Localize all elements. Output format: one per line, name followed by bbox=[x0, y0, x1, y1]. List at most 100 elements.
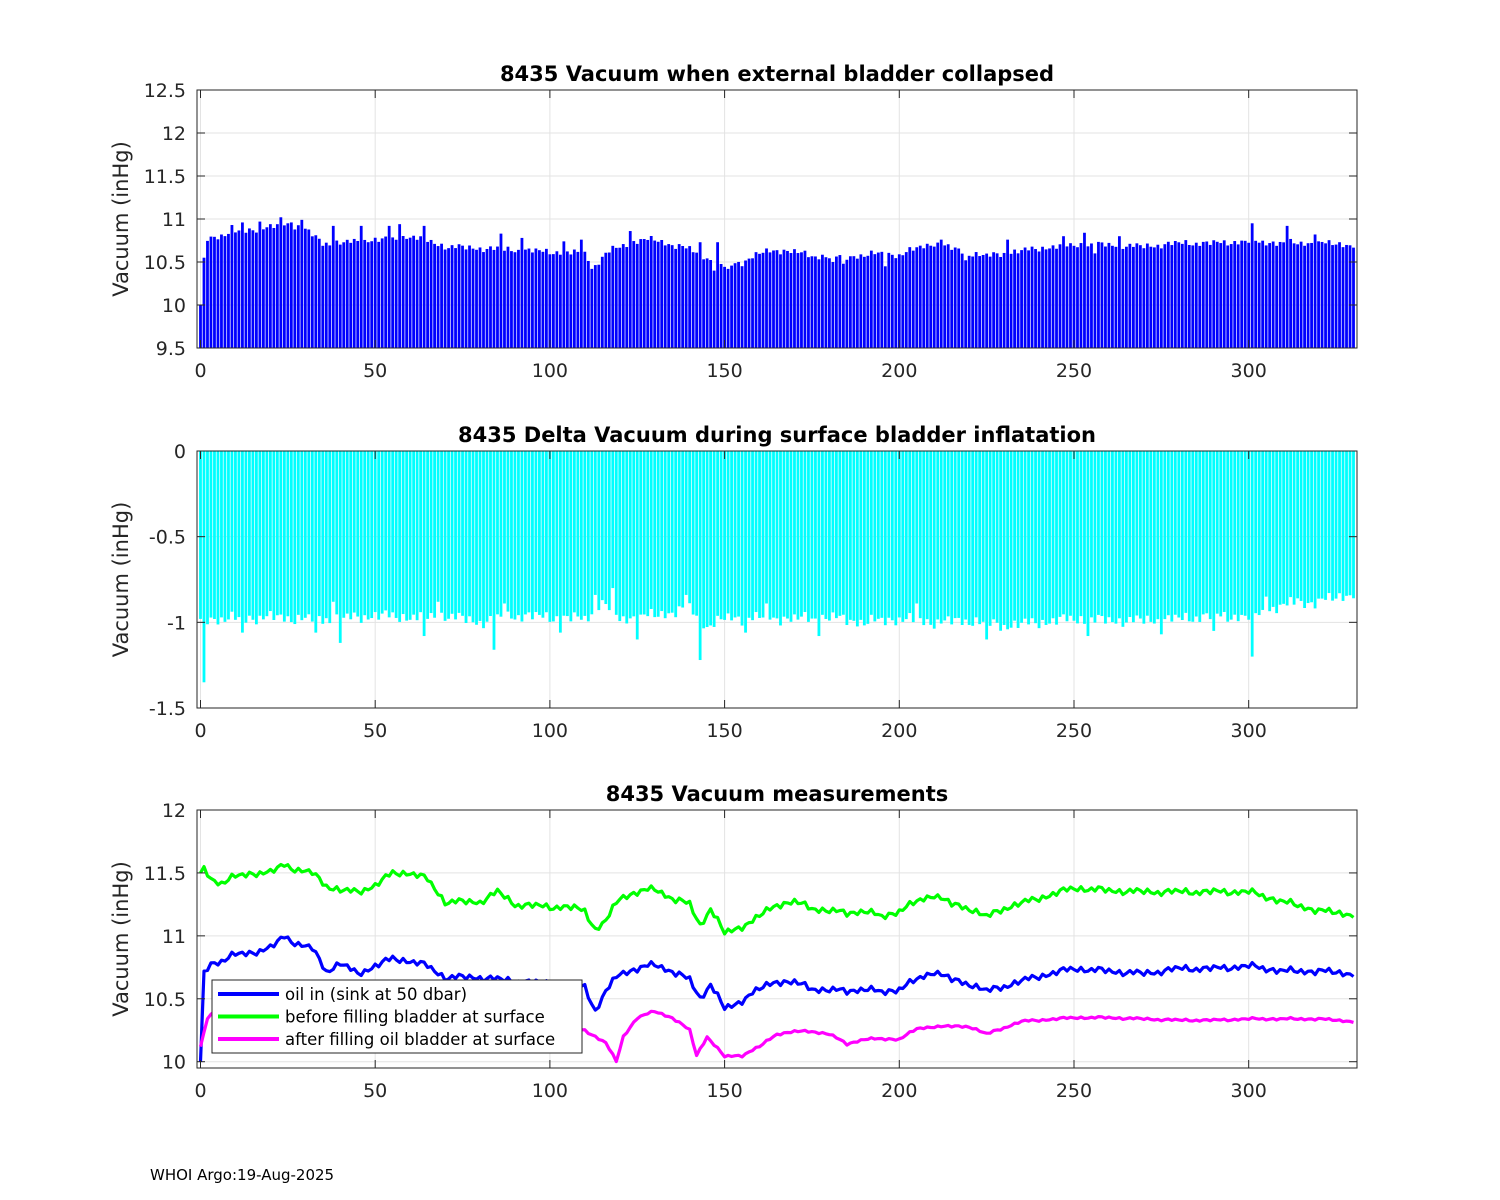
bar-87 bbox=[503, 250, 506, 348]
bar-103 bbox=[558, 254, 562, 348]
bar-232 bbox=[1009, 253, 1013, 348]
bar-306 bbox=[1268, 243, 1272, 348]
bar-249 bbox=[1069, 243, 1072, 348]
bar-264 bbox=[1121, 248, 1125, 348]
bar-128 bbox=[646, 451, 650, 617]
bar-101 bbox=[551, 451, 555, 622]
bar-42 bbox=[345, 451, 349, 614]
bar-231 bbox=[1006, 451, 1009, 630]
bar-14 bbox=[248, 451, 251, 616]
bar-150 bbox=[723, 451, 726, 620]
bar-318 bbox=[1310, 242, 1313, 348]
bar-248 bbox=[1065, 451, 1069, 622]
bar-282 bbox=[1184, 240, 1188, 348]
bar-72 bbox=[450, 245, 454, 348]
bar-207 bbox=[922, 451, 926, 626]
bar-259 bbox=[1104, 451, 1107, 624]
bar-52 bbox=[380, 238, 384, 348]
bar-39 bbox=[335, 451, 339, 615]
bar-296 bbox=[1233, 451, 1237, 615]
bar-2 bbox=[206, 451, 209, 625]
bar-312 bbox=[1289, 451, 1293, 598]
bar-294 bbox=[1226, 451, 1230, 622]
bar-35 bbox=[321, 245, 325, 348]
bar-144 bbox=[702, 259, 706, 348]
bar-105 bbox=[565, 251, 569, 348]
bar-183 bbox=[838, 451, 842, 616]
bar-25 bbox=[286, 223, 290, 348]
bar-248 bbox=[1065, 246, 1069, 348]
bar-190 bbox=[862, 256, 866, 348]
bar-92 bbox=[520, 237, 524, 348]
bar-185 bbox=[845, 259, 849, 348]
bar-105 bbox=[565, 451, 569, 617]
bar-260 bbox=[1107, 242, 1111, 348]
bar-33 bbox=[314, 451, 318, 633]
bar-275 bbox=[1159, 248, 1163, 348]
bar-40 bbox=[338, 244, 342, 348]
bar-38 bbox=[331, 225, 335, 348]
bar-51 bbox=[377, 241, 381, 348]
bar-143 bbox=[698, 242, 702, 348]
bar-70 bbox=[443, 249, 447, 348]
bar-99 bbox=[545, 248, 548, 348]
bar-327 bbox=[1341, 247, 1345, 348]
bar-104 bbox=[562, 241, 566, 348]
bar-289 bbox=[1208, 244, 1212, 348]
bar-195 bbox=[880, 451, 884, 618]
bar-142 bbox=[695, 451, 699, 616]
bar-303 bbox=[1257, 451, 1261, 616]
bar-84 bbox=[492, 249, 496, 348]
bar-292 bbox=[1219, 243, 1223, 348]
bar-3 bbox=[209, 236, 213, 348]
bar-175 bbox=[810, 256, 814, 348]
bar-227 bbox=[992, 252, 996, 348]
bar-95 bbox=[531, 451, 534, 620]
y-tick-label: 11 bbox=[162, 209, 186, 231]
bar-58 bbox=[401, 451, 405, 615]
bar-174 bbox=[807, 451, 810, 622]
bar-93 bbox=[524, 451, 527, 615]
bar-20 bbox=[268, 224, 272, 348]
bar-244 bbox=[1051, 451, 1055, 619]
bar-242 bbox=[1044, 451, 1048, 625]
bar-22 bbox=[275, 224, 279, 348]
bar-178 bbox=[821, 451, 824, 615]
bar-0 bbox=[199, 305, 202, 348]
bar-49 bbox=[370, 451, 374, 619]
x-tick-label: 150 bbox=[706, 720, 742, 742]
bar-229 bbox=[999, 451, 1003, 631]
bar-17 bbox=[258, 221, 262, 348]
series-line-1 bbox=[198, 935, 1355, 1062]
bar-57 bbox=[398, 451, 402, 622]
bar-61 bbox=[412, 235, 416, 348]
bar-75 bbox=[461, 451, 464, 616]
bar-157 bbox=[747, 258, 751, 348]
bar-315 bbox=[1299, 451, 1303, 601]
bar-206 bbox=[918, 245, 922, 348]
bar-230 bbox=[1002, 252, 1006, 348]
bar-213 bbox=[943, 245, 947, 348]
bar-253 bbox=[1083, 451, 1086, 624]
bar-276 bbox=[1163, 451, 1167, 620]
bar-107 bbox=[572, 249, 576, 348]
bar-245 bbox=[1055, 451, 1058, 625]
bar-132 bbox=[660, 239, 664, 348]
bar-217 bbox=[957, 451, 961, 618]
bar-209 bbox=[929, 245, 933, 348]
x-tick-label: 200 bbox=[881, 1080, 917, 1102]
bar-8 bbox=[227, 451, 230, 620]
bar-324 bbox=[1331, 245, 1334, 348]
bar-115 bbox=[600, 451, 604, 601]
bar-159 bbox=[754, 252, 758, 348]
bar-94 bbox=[527, 451, 531, 613]
bar-125 bbox=[635, 451, 639, 640]
bar-183 bbox=[838, 255, 842, 348]
bar-274 bbox=[1156, 244, 1160, 348]
bar-178 bbox=[821, 254, 824, 348]
bar-306 bbox=[1268, 451, 1272, 612]
bar-54 bbox=[387, 451, 391, 618]
bar-189 bbox=[859, 254, 863, 348]
bar-101 bbox=[551, 254, 555, 348]
bar-125 bbox=[635, 243, 639, 348]
